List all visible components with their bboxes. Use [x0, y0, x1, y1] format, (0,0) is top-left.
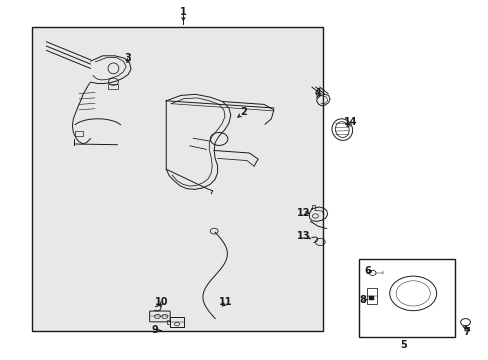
Text: 11: 11 [219, 297, 232, 307]
Text: 14: 14 [344, 117, 357, 127]
Text: 3: 3 [124, 53, 131, 63]
Text: 4: 4 [314, 88, 321, 98]
Bar [75, 131, 83, 136]
Bar [366, 288, 376, 304]
Bar [359, 259, 454, 337]
Bar [368, 296, 373, 300]
Bar [170, 317, 183, 327]
Text: 5: 5 [400, 340, 407, 350]
Text: 9: 9 [151, 325, 158, 336]
Text: 10: 10 [154, 297, 168, 307]
Text: 1: 1 [180, 6, 186, 17]
Text: 2: 2 [240, 107, 246, 117]
Text: 7: 7 [462, 327, 469, 337]
Text: 8: 8 [359, 294, 366, 305]
Text: 6: 6 [364, 266, 370, 276]
Text: 12: 12 [297, 208, 310, 218]
Bar [32, 27, 322, 331]
Text: 13: 13 [297, 231, 310, 241]
Bar [107, 84, 118, 89]
